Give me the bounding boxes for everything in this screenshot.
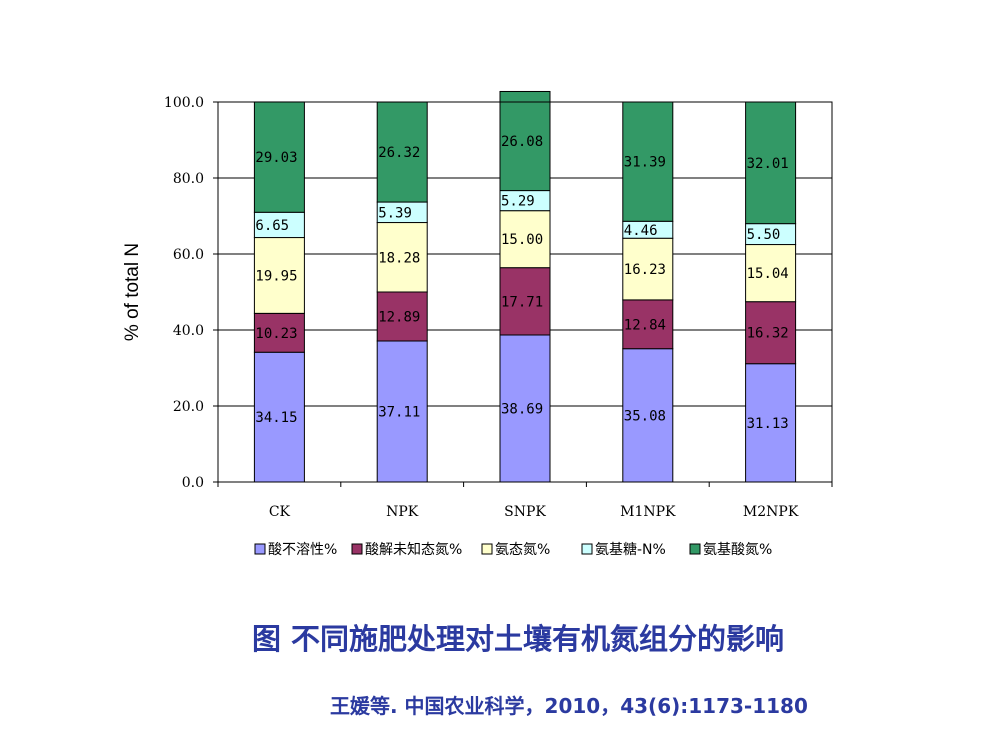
legend-swatch — [481, 543, 493, 555]
data-label: 5.29 — [501, 194, 535, 210]
legend-swatch — [689, 543, 701, 555]
data-label: 29.03 — [255, 150, 297, 166]
bars — [253, 90, 797, 483]
legend-label: 氨基酸氮% — [703, 541, 772, 558]
data-label: 12.89 — [378, 309, 420, 325]
data-label: 6.65 — [255, 218, 289, 234]
legend-label: 酸不溶性% — [268, 542, 337, 558]
x-tick-label: NPK — [386, 504, 419, 520]
legend-label: 氨基糖-N% — [595, 541, 666, 558]
bar-segment — [376, 101, 428, 203]
data-label: 38.69 — [501, 401, 543, 417]
y-tick-label: 40.0 — [173, 323, 204, 339]
data-label: 35.08 — [624, 408, 666, 424]
x-tick-label: M2NPK — [743, 504, 799, 520]
data-label: 18.28 — [378, 250, 420, 266]
data-label: 34.15 — [255, 410, 297, 426]
bar-segment — [499, 267, 551, 336]
data-label: 17.71 — [501, 294, 543, 310]
data-labels: 34.15 10.23 19.95 6.65 29.03 37.11 12.89 18.28 5… — [255, 134, 788, 432]
figure-caption: 图 不同施肥处理对土壤有机氮组分的影响 — [251, 622, 785, 656]
data-label: 31.13 — [747, 416, 789, 432]
bar-segment — [622, 299, 674, 350]
bar-segment — [253, 312, 305, 353]
y-axis-label: % of total N — [122, 243, 143, 341]
data-label: 5.39 — [378, 205, 412, 221]
data-label: 15.04 — [747, 266, 789, 282]
bar-segment — [376, 291, 428, 342]
bar-segment — [622, 101, 674, 222]
x-tick-label: CK — [269, 504, 291, 520]
data-label: 26.32 — [378, 145, 420, 161]
data-label: 16.32 — [747, 326, 789, 342]
axes: 0.0 20.0 40.0 60.0 80.0 100.0 CK NPK SNPK M1NPK M2… — [164, 95, 833, 520]
bar-segment — [745, 301, 797, 365]
y-tick-label: 0.0 — [182, 475, 204, 491]
stacked-bar-chart: 0.0 20.0 40.0 60.0 80.0 100.0 CK NPK SNPK M1NPK M2… — [122, 90, 833, 558]
data-label: 37.11 — [378, 404, 420, 420]
data-label: 12.84 — [624, 317, 666, 333]
bar-segment — [745, 101, 797, 225]
data-label: 19.95 — [255, 268, 297, 284]
x-tick-label: SNPK — [504, 504, 546, 520]
bar-segment — [499, 90, 551, 192]
data-label: 10.23 — [255, 326, 297, 342]
legend: 酸不溶性% 酸解未知态氮% 氨态氮% 氨基糖-N% 氨基酸氮% — [254, 541, 772, 558]
bar-segment — [376, 222, 428, 293]
legend-swatch — [254, 543, 266, 555]
data-label: 26.08 — [501, 134, 543, 150]
data-label: 5.50 — [747, 227, 781, 243]
bar-segment — [253, 351, 305, 483]
bar-segment — [745, 244, 797, 303]
plot-frame — [217, 101, 833, 483]
y-tick-label: 60.0 — [173, 247, 204, 263]
data-label: 4.46 — [624, 223, 658, 239]
data-label: 16.23 — [624, 262, 666, 278]
legend-swatch — [581, 543, 593, 555]
y-tick-label: 20.0 — [173, 399, 204, 415]
bar-segment — [499, 334, 551, 483]
bar-segment — [622, 237, 674, 301]
y-tick-label: 100.0 — [164, 95, 204, 111]
y-tick-label: 80.0 — [173, 171, 204, 187]
data-label: 32.01 — [747, 156, 789, 172]
legend-label: 酸解未知态氮% — [365, 541, 462, 558]
legend-swatch — [351, 543, 363, 555]
data-label: 31.39 — [624, 155, 666, 171]
citation: 王媛等. 中国农业科学，2010，43(6):1173-1180 — [330, 694, 808, 718]
data-label: 15.00 — [501, 232, 543, 248]
bar-segment — [499, 210, 551, 269]
x-tick-label: M1NPK — [620, 504, 676, 520]
legend-label: 氨态氮% — [495, 542, 550, 558]
